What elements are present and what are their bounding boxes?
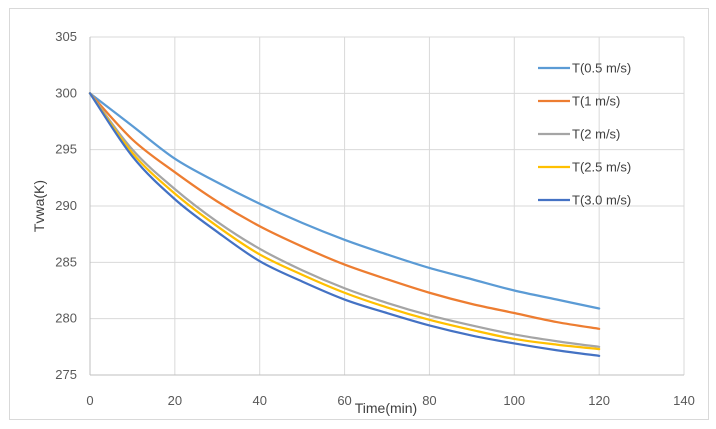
x-tick-label: 20 [168,393,182,408]
legend: T(0.5 m/s) T(1 m/s) T(2 m/s) T(2.5 m/s) T(3.… [538,61,631,208]
x-tick-label: 140 [673,393,695,408]
y-tick-label: 295 [55,142,77,157]
legend-label: T(2 m/s) [572,127,620,142]
x-axis-title: Time(min) [355,400,417,416]
y-tick-label: 275 [55,367,77,382]
y-tick-label: 290 [55,198,77,213]
y-tick-label: 285 [55,254,77,269]
legend-label: T(2.5 m/s) [572,160,631,175]
x-tick-label: 40 [252,393,266,408]
series-line-5 [88,92,601,357]
series-line-3 [88,92,601,348]
x-tick-label: 100 [503,393,525,408]
x-tick-label: 120 [588,393,610,408]
chart-frame [9,8,709,420]
legend-label: T(0.5 m/s) [572,61,631,76]
legend-label: T(1 m/s) [572,94,620,109]
y-axis-title: Tvwa(K) [31,180,47,232]
y-tick-labels: 275 280 285 290 295 300 305 [55,29,77,382]
legend-label: T(3.0 m/s) [572,193,631,208]
x-tick-label: 80 [422,393,436,408]
y-tick-label: 300 [55,85,77,100]
y-tick-label: 280 [55,311,77,326]
grid-lines [90,36,685,375]
x-tick-label: 60 [337,393,351,408]
x-tick-label: 0 [86,393,93,408]
series-lines [88,92,601,357]
series-line-4 [88,92,601,351]
y-tick-label: 305 [55,29,77,44]
series-line-2 [88,92,601,330]
x-tick-labels: 0 20 40 60 80 100 120 140 [86,393,694,408]
series-line-1 [88,92,601,310]
